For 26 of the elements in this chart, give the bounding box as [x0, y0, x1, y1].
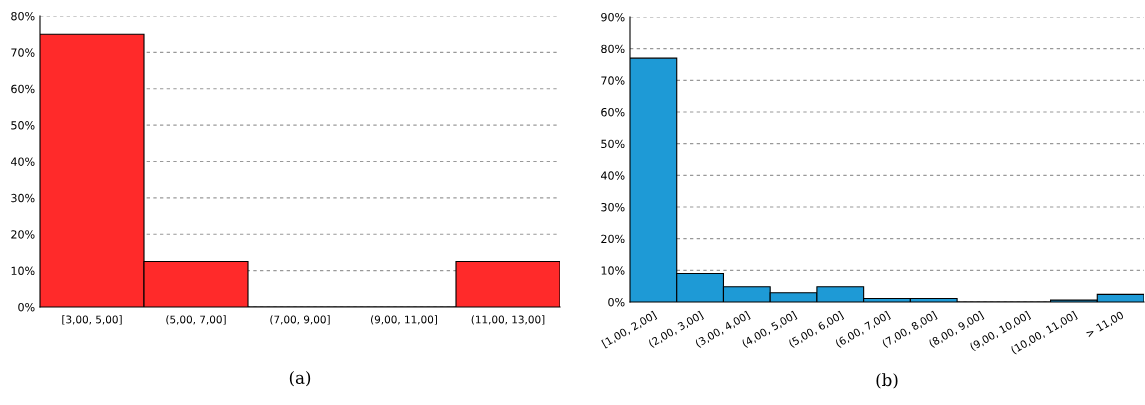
- y-tick-label: 80%: [11, 11, 35, 21]
- y-tick-label: 0%: [18, 302, 35, 312]
- y-tick-label: 70%: [601, 76, 625, 85]
- x-tick-label: (7,00, 9,00]: [270, 315, 330, 325]
- y-tick-label: 90%: [601, 12, 625, 22]
- y-tick-label: 60%: [11, 84, 35, 94]
- x-tick-label: (5,00, 7,00]: [166, 315, 226, 325]
- y-tick-label: 70%: [11, 48, 35, 57]
- y-tick-label: 20%: [601, 234, 625, 244]
- y-tick-label: 10%: [11, 266, 35, 275]
- y-tick-label: 10%: [601, 266, 625, 275]
- x-tick-label: (11,00, 13,00]: [471, 315, 545, 325]
- y-tick-label: 30%: [11, 193, 35, 203]
- y-tick-label: 60%: [601, 107, 625, 117]
- y-tick-label: 30%: [601, 202, 625, 212]
- y-tick-label: 20%: [11, 230, 35, 239]
- text: (a): [289, 371, 311, 387]
- y-tick-label: 80%: [601, 44, 625, 54]
- y-tick-label: 50%: [11, 121, 35, 130]
- y-tick-label: 40%: [10, 157, 35, 166]
- y-tick-label: 0%: [608, 297, 625, 307]
- x-tick-label: (9,00, 11,00]: [371, 315, 437, 325]
- y-tick-label: 40%: [600, 171, 625, 180]
- x-tick-label: [3,00, 5,00]: [62, 315, 122, 325]
- y-tick-label: 50%: [601, 139, 625, 149]
- text: (b): [876, 373, 898, 389]
